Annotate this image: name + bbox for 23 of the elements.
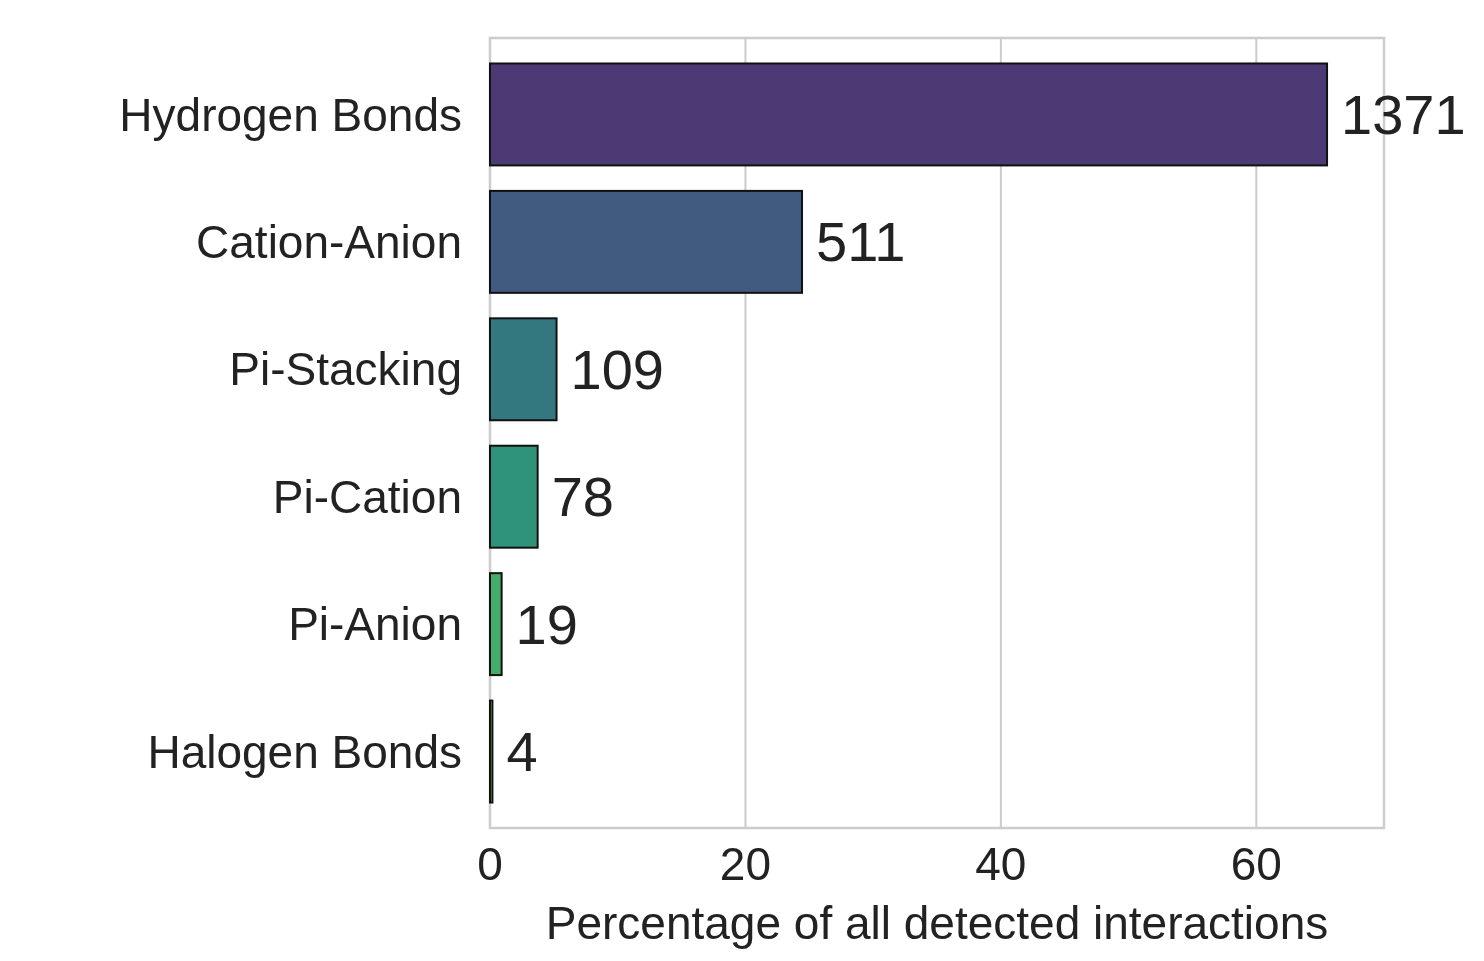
annotation: 78 (551, 465, 614, 529)
annotation: 109 (570, 337, 664, 401)
bar (489, 62, 1329, 167)
y-tick-label: Cation-Anion (196, 215, 462, 268)
bar (489, 699, 494, 804)
bar (489, 572, 503, 677)
annotation: 19 (515, 592, 578, 656)
y-tick-label: Pi-Stacking (229, 343, 462, 396)
bar (489, 317, 558, 422)
x-tick-label: 40 (975, 838, 1027, 890)
x-axis-title: Percentage of all detected interactions (545, 897, 1329, 949)
x-tick-label: 60 (1230, 838, 1282, 890)
annotation: 1371 (1341, 83, 1466, 147)
x-tick-label: 20 (719, 838, 772, 890)
x-tick-label: 0 (477, 838, 503, 890)
annotation: 4 (506, 720, 538, 784)
y-tick-label: Pi-Anion (288, 598, 462, 651)
bar (489, 444, 539, 549)
y-tick-label: Pi-Cation (272, 470, 462, 523)
bar (489, 189, 804, 294)
annotation: 511 (816, 210, 906, 274)
y-tick-label: Hydrogen Bonds (119, 88, 462, 141)
y-tick-label: Halogen Bonds (147, 725, 462, 778)
